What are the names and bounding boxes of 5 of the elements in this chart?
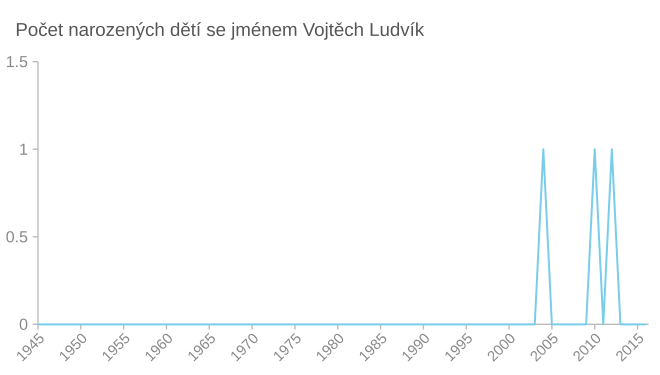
chart-title: Počet narozených dětí se jménem Vojtěch Ludvík [16, 22, 424, 40]
y-tick-label: 1 [20, 144, 28, 155]
y-tick-label: 0.5 [6, 231, 28, 242]
y-tick-label: 1.5 [6, 56, 28, 68]
y-tick-label: 0 [20, 318, 28, 330]
